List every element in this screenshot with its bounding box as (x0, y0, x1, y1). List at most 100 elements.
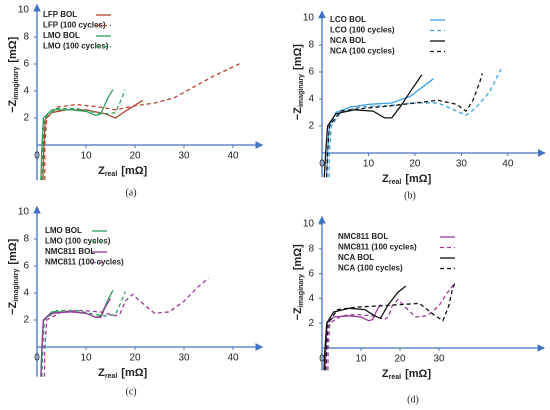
x-tick-label: 40 (227, 353, 239, 364)
series-line (325, 73, 483, 178)
x-axis-label-sub: real (389, 179, 402, 186)
legend-label: LFP BOL (43, 10, 77, 19)
x-axis-label: Zreal [mΩ] (98, 367, 147, 380)
series-line (325, 78, 434, 178)
caption: (a) (125, 187, 136, 198)
y-tick-label: 8 (23, 32, 29, 43)
y-tick-label: 6 (308, 268, 314, 279)
x-tick-label: 20 (409, 159, 421, 170)
legend-label: LMO BOL (45, 226, 82, 235)
series-line (323, 285, 407, 371)
x-tick-label: 10 (80, 353, 92, 364)
caption: (b) (404, 190, 416, 201)
y-tick-label: 4 (308, 293, 314, 304)
y-axis-label-sub: imaginary (13, 67, 20, 100)
x-axis-label-main: Z (382, 368, 389, 380)
x-axis-label: Zreal [mΩ] (382, 368, 431, 381)
y-axis-label-sub: imaginary (298, 274, 305, 307)
y-tick-label: 4 (23, 86, 29, 97)
y-axis-label-main: −Z (292, 307, 304, 320)
y-axis-label: −Zimaginary [mΩ] (292, 44, 305, 120)
x-tick-label: 40 (502, 159, 514, 170)
y-axis-label-unit: [mΩ] (292, 244, 304, 270)
x-axis-label-main: Z (382, 173, 389, 185)
x-axis-label-sub: real (389, 374, 402, 381)
legend-label: LCO (100 cycles) (330, 26, 395, 35)
y-tick-label: 4 (23, 288, 29, 299)
caption: (c) (125, 386, 136, 397)
x-tick-label: 20 (394, 354, 406, 365)
series-line (40, 89, 114, 181)
y-axis-label-sub: imaginary (298, 74, 305, 107)
y-tick-label: 2 (308, 318, 314, 329)
x-axis-label-main: Z (98, 165, 105, 177)
y-tick-label: 10 (18, 5, 30, 16)
x-axis-label: Zreal [mΩ] (382, 173, 431, 186)
x-tick-label: 20 (129, 353, 141, 364)
series-line (41, 291, 126, 377)
series-line (41, 89, 126, 181)
y-axis-label-unit: [mΩ] (292, 44, 304, 70)
x-tick-label: 30 (178, 151, 190, 162)
legend-label: LMO BOL (43, 31, 80, 40)
legend-label: NMC811 (100 cycles) (338, 243, 417, 252)
y-tick-label: 10 (303, 219, 315, 230)
y-axis-label-sub: imaginary (13, 269, 20, 302)
series-line (323, 74, 423, 178)
x-axis-label: Zreal [mΩ] (98, 165, 147, 178)
x-axis-label-unit: [mΩ] (405, 368, 431, 380)
series-line (328, 69, 502, 178)
x-tick-label: 30 (433, 354, 445, 365)
y-tick-label: 10 (18, 207, 30, 218)
legend-label: NMC811 BOL (45, 247, 95, 256)
y-axis-label: −Zimaginary [mΩ] (7, 36, 20, 112)
legend-label: NMC811 (100 cycles) (45, 258, 124, 267)
series-line (40, 290, 114, 377)
legend-label: NCA BOL (338, 253, 374, 262)
y-axis-label: −Zimaginary [mΩ] (7, 238, 20, 314)
x-tick-label: 30 (178, 353, 190, 364)
y-axis-label-main: −Z (292, 107, 304, 120)
caption: (d) (407, 394, 419, 405)
series-line (327, 283, 456, 371)
y-tick-label: 2 (23, 113, 29, 124)
y-tick-label: 8 (23, 234, 29, 245)
y-tick-label: 6 (308, 67, 314, 78)
y-tick-label: 8 (308, 243, 314, 254)
legend-label: LFP (100 cycles) (43, 21, 106, 30)
series-line (43, 277, 209, 377)
x-axis-label-sub: real (105, 373, 118, 380)
legend-label: NCA (100 cycles) (338, 264, 403, 273)
x-tick-label: 20 (129, 151, 141, 162)
x-axis-label-sub: real (105, 171, 118, 178)
x-tick-label: 0 (34, 353, 40, 364)
series-line (44, 62, 243, 181)
x-tick-label: 0 (319, 159, 325, 170)
series-line (325, 283, 456, 371)
x-tick-label: 30 (456, 159, 468, 170)
y-tick-label: 6 (23, 261, 29, 272)
x-tick-label: 0 (34, 151, 40, 162)
y-tick-label: 8 (308, 40, 314, 51)
x-axis-label-unit: [mΩ] (121, 165, 147, 177)
x-tick-label: 0 (319, 354, 325, 365)
y-tick-label: 4 (308, 94, 314, 105)
x-tick-label: 40 (227, 151, 239, 162)
legend-label: NMC811 BOL (338, 232, 388, 241)
y-tick-label: 10 (303, 13, 315, 24)
legend-label: LCO BOL (330, 15, 366, 24)
x-axis-label-unit: [mΩ] (121, 367, 147, 379)
y-axis-label: −Zimaginary [mΩ] (292, 244, 305, 320)
x-tick-label: 10 (363, 159, 375, 170)
y-tick-label: 2 (308, 121, 314, 132)
legend-label: LMO (100 cycles) (43, 42, 109, 51)
x-axis-label-main: Z (98, 367, 105, 379)
y-tick-label: 6 (23, 59, 29, 70)
y-axis-label-main: −Z (7, 99, 19, 112)
x-tick-label: 10 (80, 151, 92, 162)
legend-label: NCA (100 cycles) (330, 47, 395, 56)
x-axis-label-unit: [mΩ] (405, 173, 431, 185)
x-tick-label: 10 (355, 354, 367, 365)
legend-label: LMO (100 cycles) (45, 237, 111, 246)
